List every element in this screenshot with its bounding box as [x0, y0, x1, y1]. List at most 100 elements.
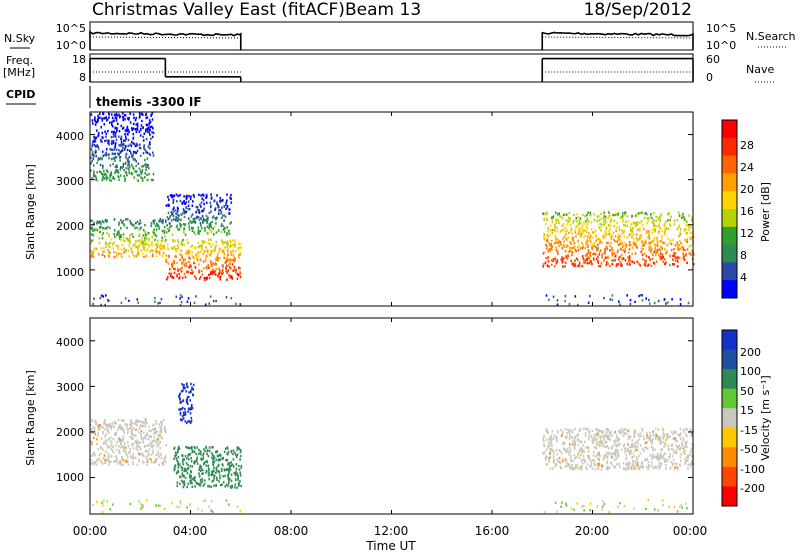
power-cell	[202, 198, 205, 202]
velocity-cell	[234, 451, 236, 454]
power-cell	[649, 241, 652, 244]
power-cell	[132, 157, 135, 161]
power-cell	[108, 156, 110, 160]
velocity-cell	[633, 431, 635, 434]
velocity-cell	[141, 460, 144, 463]
power-cell	[100, 171, 102, 174]
velocity-cell	[106, 446, 109, 449]
velocity-cell	[238, 447, 241, 451]
velocity-cell	[150, 458, 152, 461]
power-cell	[179, 276, 181, 279]
power-cell	[578, 227, 580, 230]
velocity-cell	[113, 421, 116, 424]
power-cell	[167, 218, 170, 221]
velocity-cell	[108, 424, 110, 427]
velocity-cell	[559, 450, 561, 453]
power-cell	[108, 299, 110, 302]
velocity-colorbar-frame	[721, 329, 738, 507]
power-cell	[180, 270, 183, 273]
power-cell	[158, 250, 161, 254]
power-cell	[232, 269, 234, 272]
velocity-cell	[632, 461, 634, 465]
power-cell	[553, 228, 556, 232]
power-cell	[194, 233, 197, 236]
velocity-cell	[591, 440, 594, 443]
velocity-cell	[232, 449, 235, 452]
velocity-cell	[116, 458, 119, 461]
power-cell	[96, 171, 98, 174]
velocity-cell	[662, 440, 665, 444]
velocity-cell	[102, 426, 105, 429]
power-cell	[634, 241, 636, 244]
power-cell	[92, 122, 94, 125]
power-cell	[573, 264, 575, 267]
power-cell	[645, 297, 647, 300]
power-cell	[109, 174, 111, 177]
velocity-cell	[186, 472, 189, 475]
power-cell	[564, 295, 567, 298]
power-cell	[604, 256, 607, 259]
velocity-cell	[131, 443, 134, 446]
plot-title: Christmas Valley East (fitACF)	[92, 0, 345, 20]
power-cell	[123, 113, 126, 117]
power-cell	[568, 231, 570, 235]
velocity-cell	[201, 480, 204, 483]
velocity-cell	[638, 454, 640, 457]
power-cell	[206, 249, 208, 253]
velocity-cell	[106, 500, 108, 503]
power-cell	[90, 169, 92, 172]
power-cell	[670, 215, 672, 218]
velocity-cell	[659, 436, 662, 439]
velocity-cell	[235, 478, 237, 482]
power-cell	[112, 135, 115, 138]
velocity-cell	[104, 428, 107, 431]
power-cell	[160, 298, 163, 301]
power-cell	[136, 226, 138, 229]
power-cell	[92, 157, 95, 160]
power-cell	[229, 258, 232, 261]
velocity-cell	[106, 425, 109, 428]
power-cell	[93, 140, 95, 143]
power-cell	[580, 234, 582, 238]
velocity-cell	[658, 436, 661, 439]
power-cell	[622, 249, 625, 252]
velocity-cell	[548, 441, 550, 444]
power-cell	[159, 247, 162, 251]
power-cell	[211, 272, 213, 275]
power-cell	[543, 236, 546, 239]
velocity-cell	[549, 437, 552, 441]
power-cell	[155, 242, 158, 246]
power-cell	[202, 209, 205, 212]
velocity-cell	[225, 483, 228, 486]
velocity-cell	[142, 453, 145, 457]
velocity-cell	[212, 479, 215, 482]
power-cell	[570, 230, 572, 233]
velocity-cell	[205, 499, 207, 502]
power-cell	[212, 271, 215, 274]
power-cell	[113, 152, 115, 156]
power-cell	[111, 121, 113, 124]
velocity-cell	[596, 505, 599, 508]
velocity-cell	[623, 427, 626, 431]
power-cell	[179, 253, 181, 256]
power-cell	[127, 128, 130, 131]
velocity-cell	[689, 428, 692, 431]
power-cell	[190, 226, 193, 229]
power-cell	[614, 239, 616, 243]
velocity-cell	[601, 508, 603, 511]
power-cell	[612, 231, 615, 234]
velocity-cell	[590, 462, 593, 465]
power-cell	[658, 225, 660, 228]
power-cell	[156, 239, 159, 242]
power-cell	[688, 227, 691, 230]
velocity-cell	[573, 445, 576, 448]
velocity-cell	[131, 460, 134, 464]
power-cell	[208, 211, 211, 215]
velocity-cbar-tick: -100	[740, 463, 765, 476]
power-cell	[599, 239, 601, 242]
power-cell	[193, 220, 195, 224]
velocity-cell	[222, 456, 224, 460]
velocity-ytick-label: 1000	[56, 471, 84, 484]
power-cell	[116, 165, 118, 169]
velocity-cell	[566, 447, 569, 451]
